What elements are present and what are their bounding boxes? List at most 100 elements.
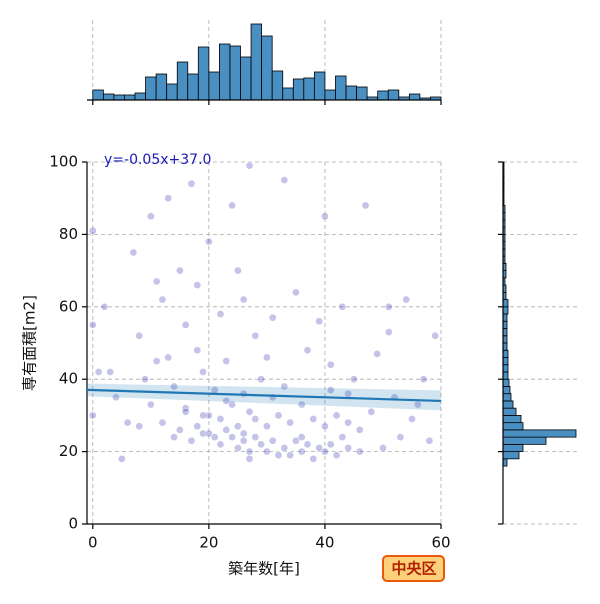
point bbox=[146, 400, 155, 409]
bar bbox=[92, 89, 104, 101]
point bbox=[152, 277, 161, 286]
point bbox=[268, 313, 277, 322]
point bbox=[280, 382, 289, 391]
bar bbox=[377, 90, 389, 101]
point bbox=[321, 422, 329, 431]
bar bbox=[271, 70, 284, 101]
point bbox=[344, 418, 352, 427]
bar bbox=[502, 451, 520, 460]
point bbox=[152, 357, 161, 365]
point bbox=[123, 418, 132, 427]
annotation: y=-0.05x+37.0 bbox=[104, 152, 211, 168]
point bbox=[205, 429, 213, 438]
point bbox=[355, 447, 364, 456]
bar bbox=[502, 393, 512, 402]
point bbox=[245, 407, 254, 416]
point bbox=[350, 375, 358, 384]
bar bbox=[502, 414, 522, 424]
point bbox=[199, 411, 207, 420]
point bbox=[245, 454, 254, 463]
bar bbox=[240, 56, 252, 101]
bar bbox=[502, 436, 547, 445]
point bbox=[234, 422, 242, 431]
bar bbox=[261, 35, 273, 101]
bar bbox=[229, 45, 241, 101]
point bbox=[268, 436, 277, 445]
badge-box bbox=[382, 555, 445, 582]
point bbox=[158, 295, 167, 304]
bar bbox=[219, 43, 231, 101]
point bbox=[187, 179, 196, 188]
bar bbox=[502, 400, 514, 409]
bar bbox=[502, 371, 509, 380]
x-tick-label: 0 bbox=[88, 534, 98, 552]
point bbox=[176, 426, 184, 434]
y-tick-label: 0 bbox=[68, 515, 78, 533]
point bbox=[309, 454, 318, 463]
point bbox=[88, 321, 97, 329]
y-axis-label: 専有面積[m2] bbox=[21, 295, 39, 391]
bar bbox=[313, 71, 326, 101]
point bbox=[170, 433, 178, 441]
bar bbox=[166, 83, 178, 101]
point bbox=[199, 429, 207, 438]
bar bbox=[145, 76, 157, 101]
point bbox=[164, 194, 173, 203]
bar bbox=[502, 364, 509, 373]
point bbox=[332, 411, 341, 420]
point bbox=[239, 429, 248, 438]
point bbox=[251, 415, 260, 423]
point bbox=[373, 350, 382, 358]
point bbox=[181, 407, 190, 416]
point bbox=[396, 433, 405, 441]
point bbox=[332, 451, 341, 460]
confidence-band bbox=[87, 383, 441, 411]
bar bbox=[387, 89, 400, 101]
y-tick-label: 20 bbox=[59, 442, 78, 460]
y-tick-label: 60 bbox=[59, 297, 78, 315]
x-tick-label: 40 bbox=[315, 534, 334, 552]
bar bbox=[102, 93, 115, 101]
bar bbox=[502, 299, 509, 308]
bar bbox=[134, 92, 146, 101]
point bbox=[425, 436, 434, 445]
bar bbox=[113, 94, 125, 101]
point bbox=[239, 436, 248, 445]
y-tick-label: 40 bbox=[59, 370, 78, 388]
point bbox=[309, 415, 318, 423]
point bbox=[234, 266, 242, 275]
point bbox=[315, 444, 323, 452]
point bbox=[355, 426, 364, 434]
point bbox=[146, 212, 155, 221]
point bbox=[228, 400, 236, 409]
point bbox=[176, 266, 184, 275]
point bbox=[181, 321, 190, 329]
point bbox=[326, 360, 335, 369]
bar bbox=[187, 73, 199, 101]
point bbox=[384, 302, 393, 311]
bar bbox=[502, 407, 517, 416]
bar bbox=[292, 78, 305, 101]
bar bbox=[356, 86, 368, 101]
point bbox=[117, 454, 126, 463]
point bbox=[187, 436, 196, 445]
point bbox=[94, 368, 103, 376]
point bbox=[402, 295, 411, 304]
bar bbox=[155, 73, 168, 101]
bar bbox=[345, 85, 357, 101]
point bbox=[239, 295, 248, 304]
point bbox=[112, 393, 120, 402]
regression-line bbox=[86, 388, 442, 403]
point bbox=[344, 444, 352, 452]
point bbox=[274, 411, 283, 420]
bar bbox=[282, 87, 294, 101]
bar bbox=[502, 378, 510, 387]
point bbox=[419, 375, 428, 384]
point bbox=[297, 400, 306, 409]
bar bbox=[502, 349, 509, 358]
point bbox=[205, 237, 213, 246]
bar bbox=[324, 89, 336, 101]
point bbox=[216, 310, 225, 318]
x-tick-label: 20 bbox=[199, 534, 218, 552]
point bbox=[286, 451, 294, 460]
